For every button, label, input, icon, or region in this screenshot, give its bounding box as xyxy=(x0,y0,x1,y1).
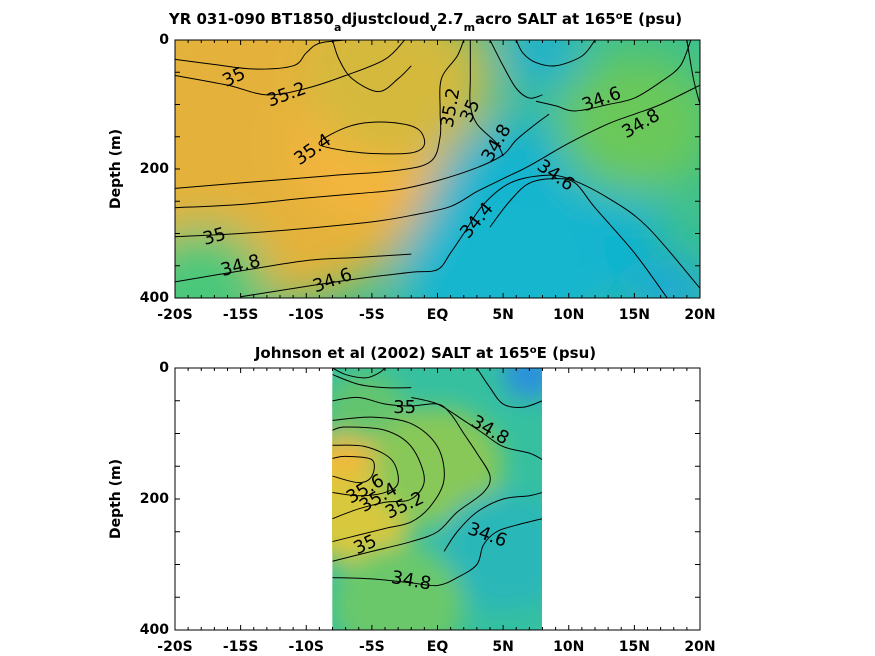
x-tick-label: -20S xyxy=(157,639,192,655)
x-tick-label: 10N xyxy=(553,307,584,323)
x-tick-label: 20N xyxy=(684,639,715,655)
x-tick-label: -5S xyxy=(359,307,385,323)
contour-line-35 xyxy=(332,416,445,543)
y-tick-label: 0 xyxy=(159,360,169,376)
contour-line-34-8 xyxy=(175,84,700,238)
contour-line-35-4 xyxy=(332,444,399,497)
title-part: 2.7 xyxy=(437,10,464,28)
title-part: o xyxy=(530,345,537,356)
contour-line-34-6 xyxy=(240,174,700,298)
title-part: o xyxy=(616,11,623,22)
model-salinity-panel: YR 031-090 BT1850adjustcloudv2.7macro SA… xyxy=(108,10,716,323)
y-tick-label: 0 xyxy=(159,32,169,48)
contour-line-34-6 xyxy=(332,368,386,379)
contour-line-34-6 xyxy=(476,368,542,408)
title-part: m xyxy=(464,21,475,34)
field-blob xyxy=(398,177,609,298)
contour-line-35-6 xyxy=(332,455,375,484)
x-tick-label: -10S xyxy=(289,307,324,323)
x-tick-label: 5N xyxy=(492,639,513,655)
y-axis-label: Depth (m) xyxy=(108,459,124,539)
title-part: djustcloud xyxy=(341,10,429,28)
x-tick-label: EQ xyxy=(427,307,449,323)
contour-line-35-2 xyxy=(175,40,406,96)
contour-line-35 xyxy=(332,40,412,93)
field-blob xyxy=(332,371,405,443)
salinity-field xyxy=(175,40,700,298)
observed-salinity-panel: Johnson et al (2002) SALT at 165oE (psu)… xyxy=(108,344,716,655)
field-blob xyxy=(306,40,490,162)
y-tick-label: 400 xyxy=(140,290,169,306)
contour-line-34-6 xyxy=(443,492,542,552)
field-blob xyxy=(634,256,700,298)
x-tick-label: 15N xyxy=(619,307,650,323)
x-tick-label: -5S xyxy=(359,639,385,655)
chart-title: YR 031-090 BT1850adjustcloudv2.7macro SA… xyxy=(168,10,682,34)
field-blob xyxy=(503,40,582,89)
title-part: E (psu) xyxy=(537,344,597,362)
contour-line-34-6 xyxy=(535,40,692,112)
contour-line-34-8 xyxy=(686,40,700,105)
x-tick-label: -15S xyxy=(223,639,258,655)
field-blob xyxy=(437,492,542,611)
contour-line-35 xyxy=(175,113,550,209)
x-tick-label: 20N xyxy=(684,307,715,323)
contour-line-34-8 xyxy=(489,40,543,99)
contour-line-35 xyxy=(175,40,346,70)
contour-label: 35 xyxy=(393,397,416,418)
title-part: Johnson et al (2002) SALT at 165 xyxy=(254,344,530,362)
y-tick-label: 400 xyxy=(140,622,169,638)
contour-line-34-8 xyxy=(175,253,412,283)
x-tick-label: -10S xyxy=(289,639,324,655)
field-blob xyxy=(175,226,267,298)
y-tick-label: 200 xyxy=(140,491,169,507)
contour-line-35-2 xyxy=(332,426,425,520)
field-blob xyxy=(371,407,504,526)
salinity-field xyxy=(332,368,542,630)
title-part: v xyxy=(430,21,438,34)
field-blobs xyxy=(175,40,700,298)
contour-line-35 xyxy=(469,40,504,157)
field-blob xyxy=(332,544,464,630)
contour-line-35 xyxy=(332,396,491,562)
y-axis-label: Depth (m) xyxy=(108,129,124,209)
x-tick-label: -15S xyxy=(223,307,258,323)
title-part: YR 031-090 BT1850 xyxy=(168,10,334,28)
x-tick-label: 15N xyxy=(619,639,650,655)
contour-line-35-4 xyxy=(318,121,426,155)
title-part: a xyxy=(334,21,341,34)
field-blob xyxy=(555,52,700,195)
x-tick-label: EQ xyxy=(427,639,449,655)
contour-line-34-8 xyxy=(411,396,542,460)
x-tick-label: -20S xyxy=(157,307,192,323)
x-tick-label: 10N xyxy=(553,639,584,655)
chart-title: Johnson et al (2002) SALT at 165oE (psu) xyxy=(254,344,596,362)
title-part: acro SALT at 165 xyxy=(475,10,616,28)
field-blob xyxy=(503,368,542,399)
y-tick-label: 200 xyxy=(140,161,169,177)
contour-line-35-2 xyxy=(175,40,465,189)
title-part: E (psu) xyxy=(623,10,683,28)
contour-line-34-8 xyxy=(332,518,542,587)
x-tick-label: 5N xyxy=(492,307,513,323)
contour-line-34-8 xyxy=(332,374,412,389)
contour-line-34-8 xyxy=(515,40,596,67)
contour-line-34-4 xyxy=(489,178,668,298)
